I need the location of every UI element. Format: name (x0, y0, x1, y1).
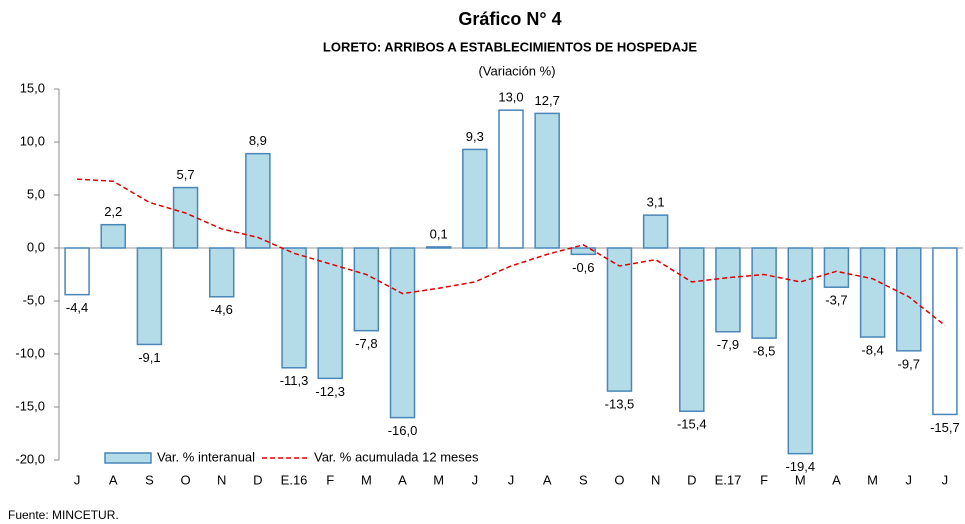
bar (208, 247, 235, 298)
bar (462, 148, 488, 249)
data-label: -4,6 (211, 302, 233, 317)
x-tick-label: J (906, 472, 913, 487)
data-label: 0,1 (430, 226, 448, 241)
bar (932, 247, 958, 416)
data-label: -0,6 (572, 260, 594, 275)
data-label: 9,3 (466, 129, 484, 144)
bar (281, 247, 307, 369)
bar (534, 112, 560, 249)
bar (317, 247, 343, 380)
legend-swatch (104, 452, 152, 464)
data-label: 8,9 (249, 133, 267, 148)
data-label: 5,7 (177, 167, 195, 182)
source-note: Fuente: MINCETUR. (8, 508, 119, 522)
bar (823, 247, 850, 288)
legend-label: Var. % acumulada 12 meses (314, 449, 479, 464)
y-tick-label: 0,0 (27, 239, 45, 254)
data-label: -15,4 (677, 417, 707, 432)
x-tick-label: M (795, 472, 806, 487)
data-label: -19,4 (785, 459, 815, 474)
x-tick-label: J (942, 472, 949, 487)
data-label: -8,5 (753, 344, 775, 359)
x-tick-label: E.17 (715, 472, 742, 487)
y-tick-label: -10,0 (15, 345, 45, 360)
bar (389, 247, 416, 419)
data-label: -8,4 (861, 342, 883, 357)
data-label: -4,4 (66, 300, 88, 315)
x-tick-label: M (433, 472, 444, 487)
data-label: 2,2 (104, 204, 122, 219)
data-label: -16,0 (388, 423, 418, 438)
bar (570, 247, 597, 256)
legend-label: Var. % interanual (157, 449, 255, 464)
bar (425, 246, 452, 249)
x-tick-label: J (472, 472, 479, 487)
bar (64, 247, 90, 296)
bar (859, 247, 886, 338)
y-tick-label: -15,0 (15, 398, 45, 413)
bar (498, 109, 524, 249)
x-tick-label: F (760, 472, 768, 487)
x-tick-label: M (867, 472, 878, 487)
bar (100, 223, 126, 249)
x-tick-label: A (832, 472, 841, 487)
x-tick-label: A (398, 472, 407, 487)
x-tick-label: D (253, 472, 262, 487)
x-tick-label: O (614, 472, 624, 487)
bar (751, 247, 777, 339)
bar (606, 247, 633, 392)
x-tick-label: M (361, 472, 372, 487)
data-label: -9,7 (898, 356, 920, 371)
x-tick-label: E.16 (281, 472, 308, 487)
x-tick-label: F (326, 472, 334, 487)
bar (787, 247, 814, 455)
data-label: -9,1 (138, 350, 160, 365)
bar (245, 152, 271, 249)
data-label: 13,0 (498, 90, 523, 105)
bar (642, 214, 669, 249)
bar (679, 247, 705, 412)
data-label: -3,7 (825, 293, 847, 308)
chart-title: Gráfico N° 4 (458, 9, 561, 29)
bar (353, 247, 380, 332)
x-tick-label: J (74, 472, 81, 487)
y-tick-label: -20,0 (15, 451, 45, 466)
x-tick-label: J (508, 472, 515, 487)
chart-subtitle: LORETO: ARRIBOS A ESTABLECIMIENTOS DE HO… (323, 39, 697, 54)
y-tick-label: 10,0 (20, 133, 45, 148)
bar (136, 247, 163, 346)
data-label: -7,9 (717, 337, 739, 352)
x-tick-label: D (687, 472, 696, 487)
x-tick-label: N (217, 472, 226, 487)
x-tick-label: A (109, 472, 118, 487)
data-label: -11,3 (280, 373, 309, 388)
x-tick-label: A (543, 472, 552, 487)
data-label: 3,1 (647, 195, 665, 210)
data-label: -13,5 (605, 397, 635, 412)
data-label: -15,7 (930, 420, 960, 435)
y-tick-label: 15,0 (20, 80, 45, 95)
bar (715, 247, 741, 333)
data-label: 12,7 (535, 93, 560, 108)
y-tick-label: -5,0 (23, 292, 45, 307)
line (77, 178, 946, 326)
x-tick-label: S (145, 472, 154, 487)
data-label: -12,3 (315, 384, 345, 399)
unit-note: (Variación %) (478, 63, 555, 78)
bar (896, 247, 922, 352)
x-tick-label: S (579, 472, 588, 487)
x-tick-label: N (651, 472, 660, 487)
bar (172, 186, 199, 249)
x-tick-label: O (180, 472, 190, 487)
y-tick-label: 5,0 (27, 186, 45, 201)
data-label: -7,8 (355, 336, 377, 351)
